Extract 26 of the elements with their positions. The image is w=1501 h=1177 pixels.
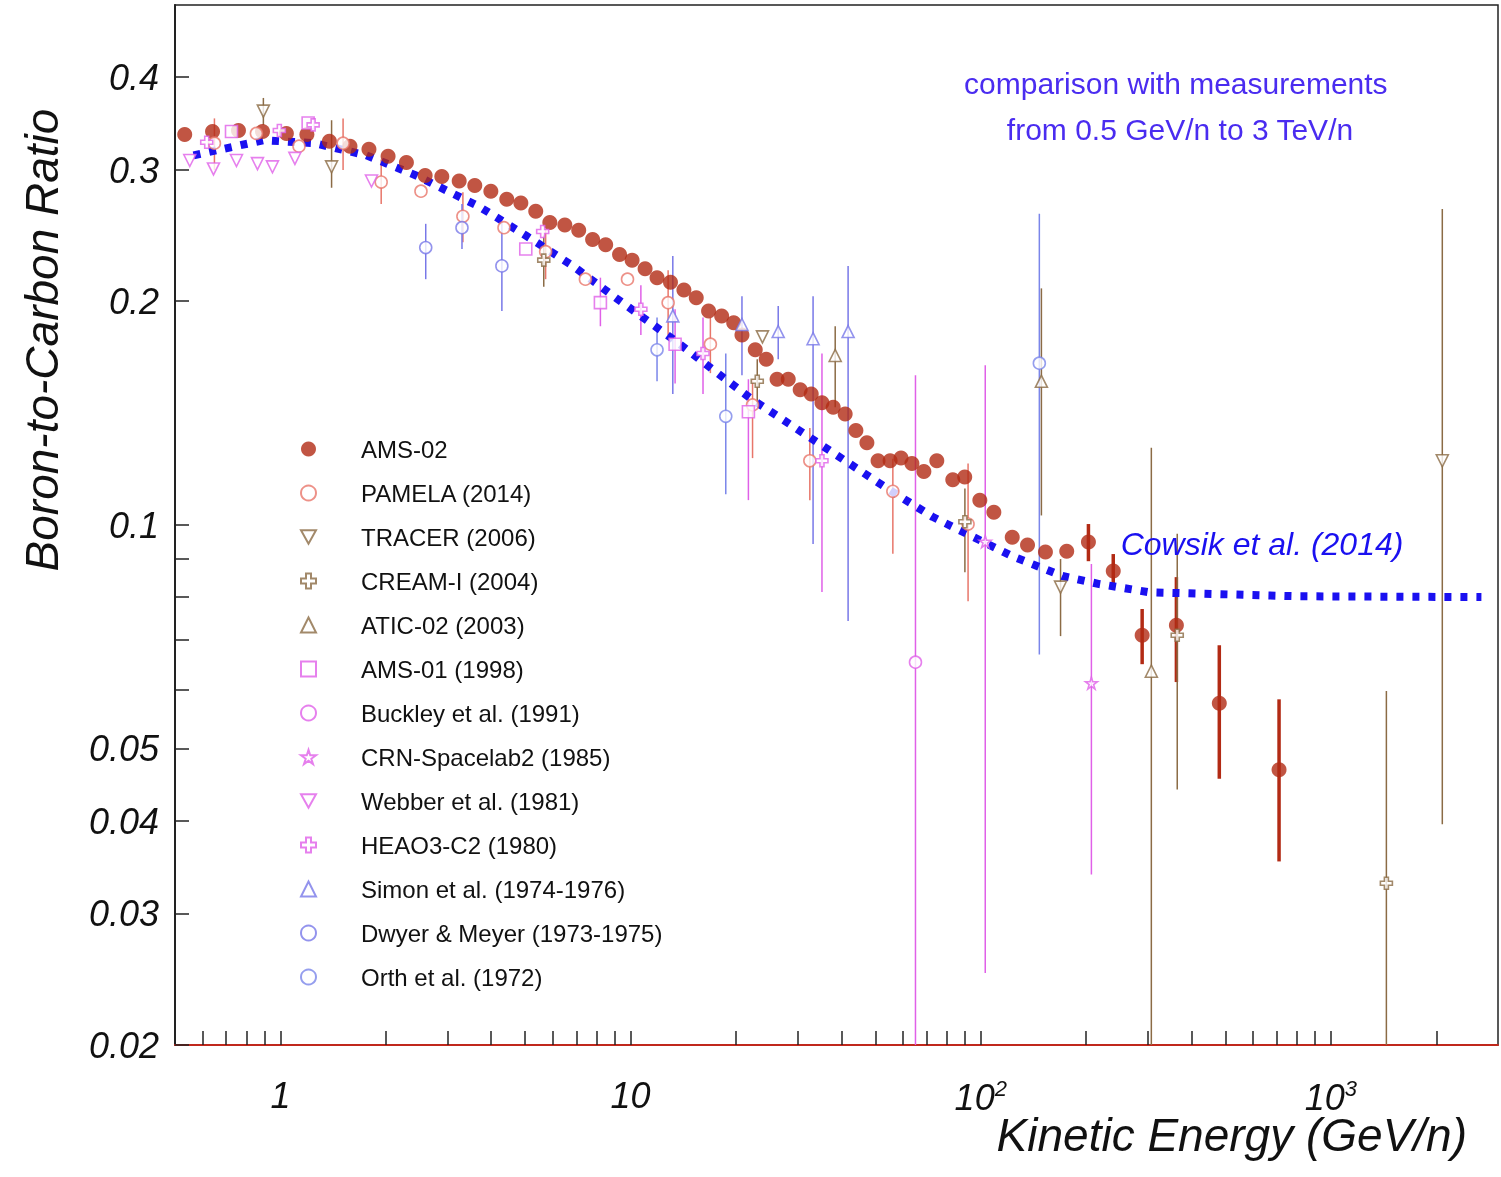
y-tick-label: 0.03 [88, 893, 159, 935]
y-axis-title: Boron-to-Carbon Ratio [16, 108, 68, 572]
legend-label: ATIC-02 (2003) [361, 611, 525, 639]
legend-label: HEAO3-C2 (1980) [361, 831, 558, 859]
x-tick-label: 1 [270, 1074, 291, 1116]
x-tick-label: 10 [610, 1074, 651, 1116]
legend-label: Dwyer & Meyer (1973-1975) [361, 919, 663, 947]
y-tick-label: 0.3 [108, 149, 159, 191]
annotation: comparison with measurements from 0.5 GeV/n to 3 TeV/n [964, 66, 1396, 146]
legend-label: Buckley et al. (1991) [361, 699, 580, 727]
x-axis-title: Kinetic Energy (GeV/n) [996, 1109, 1467, 1161]
legend-label: PAMELA (2014) [361, 479, 532, 507]
y-tick-label: 0.02 [88, 1024, 159, 1066]
legend-label: AMS-01 (1998) [361, 655, 524, 683]
legend-label: Simon et al. (1974-1976) [361, 875, 626, 903]
legend-label: Webber et al. (1981) [361, 787, 580, 815]
legend-label: AMS-02 [361, 435, 448, 463]
y-tick-label: 0.04 [88, 800, 159, 842]
legend-label: Orth et al. (1972) [361, 963, 543, 991]
y-tick-label: 0.2 [108, 280, 159, 322]
y-tick-label: 0.05 [88, 728, 160, 770]
legend-label: CRN-Spacelab2 (1985) [361, 743, 611, 771]
legend-label: CREAM-I (2004) [361, 567, 539, 595]
y-tick-label: 0.4 [108, 56, 159, 98]
y-tick-label: 0.1 [108, 504, 159, 546]
legend-label: TRACER (2006) [361, 523, 536, 551]
